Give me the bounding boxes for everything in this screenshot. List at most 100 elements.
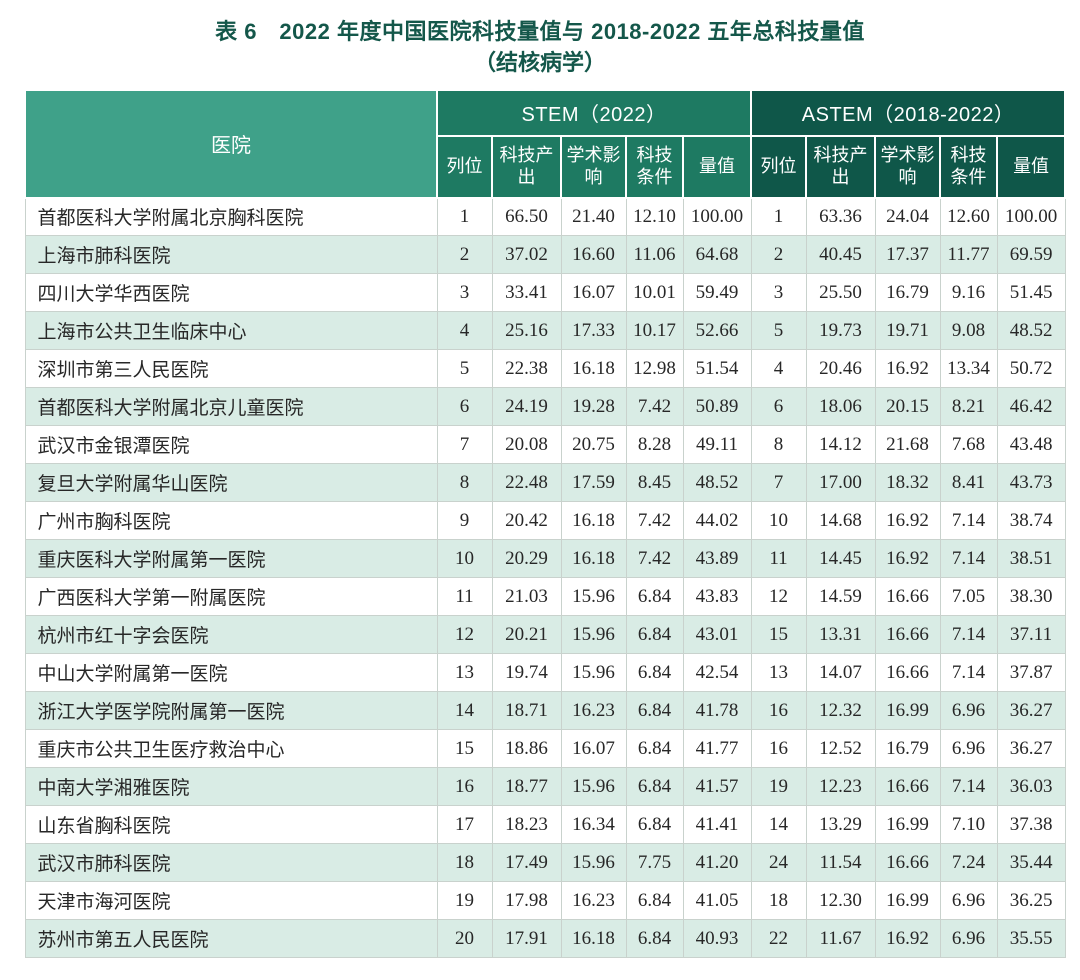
astem-condition: 7.14 [939, 539, 998, 579]
column-header-stem-output: 科技产出 [491, 134, 562, 199]
astem-rank: 4 [750, 349, 807, 389]
stem-value: 41.20 [682, 843, 752, 883]
astem-condition: 7.14 [939, 501, 998, 541]
column-header-astem-condition: 科技条件 [939, 134, 999, 199]
hospital-name: 中山大学附属第一医院 [24, 653, 438, 693]
stem-rank: 14 [436, 691, 493, 731]
astem-impact: 21.68 [874, 425, 941, 465]
stem-rank: 16 [436, 767, 493, 807]
astem-impact: 17.37 [874, 235, 941, 275]
astem-rank: 8 [750, 425, 807, 465]
astem-value: 36.27 [996, 691, 1066, 731]
stem-impact: 16.23 [560, 881, 627, 921]
stem-impact: 17.33 [560, 311, 627, 351]
astem-rank: 1 [750, 197, 807, 237]
astem-value: 37.11 [996, 615, 1066, 655]
table-row: 广州市胸科医院 9 20.42 16.18 7.42 44.02 10 14.6… [24, 501, 1066, 541]
astem-value: 36.25 [996, 881, 1066, 921]
astem-value: 51.45 [996, 273, 1066, 313]
stem-value: 50.89 [682, 387, 752, 427]
astem-value: 37.38 [996, 805, 1066, 845]
stem-condition: 6.84 [625, 805, 684, 845]
stem-output: 33.41 [491, 273, 562, 313]
astem-condition: 6.96 [939, 691, 998, 731]
astem-value: 35.55 [996, 919, 1066, 959]
stem-condition: 12.98 [625, 349, 684, 389]
stem-output: 20.08 [491, 425, 562, 465]
astem-value: 35.44 [996, 843, 1066, 883]
astem-output: 14.68 [805, 501, 876, 541]
stem-rank: 13 [436, 653, 493, 693]
astem-impact: 16.92 [874, 919, 941, 959]
stem-output: 17.98 [491, 881, 562, 921]
stem-output: 20.29 [491, 539, 562, 579]
hospital-name: 武汉市肺科医院 [24, 843, 438, 883]
stem-rank: 20 [436, 919, 493, 959]
table-header: 医院 STEM（2022） ASTEM（2018-2022） 列位 科技产出 学… [24, 88, 1067, 199]
column-group-stem-2022: STEM（2022） [435, 88, 753, 137]
stem-rank: 9 [436, 501, 493, 541]
stem-rank: 1 [436, 197, 493, 237]
astem-output: 12.23 [805, 767, 876, 807]
astem-output: 25.50 [805, 273, 876, 313]
astem-value: 38.30 [996, 577, 1066, 617]
astem-rank: 14 [750, 805, 807, 845]
hospital-name: 上海市公共卫生临床中心 [24, 311, 438, 351]
stem-output: 66.50 [491, 197, 562, 237]
astem-impact: 16.92 [874, 349, 941, 389]
astem-impact: 20.15 [874, 387, 941, 427]
stem-condition: 7.42 [625, 387, 684, 427]
astem-impact: 16.92 [874, 539, 941, 579]
table-row: 首都医科大学附属北京胸科医院 1 66.50 21.40 12.10 100.0… [24, 197, 1066, 237]
stem-value: 41.05 [682, 881, 752, 921]
stem-condition: 12.10 [625, 197, 684, 237]
astem-output: 14.12 [805, 425, 876, 465]
stem-condition: 6.84 [625, 881, 684, 921]
hospital-name: 浙江大学医学院附属第一医院 [24, 691, 438, 731]
astem-output: 11.67 [805, 919, 876, 959]
astem-value: 50.72 [996, 349, 1066, 389]
stem-rank: 11 [436, 577, 493, 617]
astem-condition: 7.05 [939, 577, 998, 617]
astem-rank: 7 [750, 463, 807, 503]
astem-rank: 13 [750, 653, 807, 693]
astem-rank: 6 [750, 387, 807, 427]
astem-rank: 5 [750, 311, 807, 351]
table-row: 武汉市肺科医院 18 17.49 15.96 7.75 41.20 24 11.… [24, 843, 1066, 883]
stem-impact: 15.96 [560, 615, 627, 655]
stem-condition: 8.45 [625, 463, 684, 503]
astem-output: 14.45 [805, 539, 876, 579]
astem-impact: 24.04 [874, 197, 941, 237]
stem-output: 22.38 [491, 349, 562, 389]
astem-rank: 18 [750, 881, 807, 921]
astem-output: 12.52 [805, 729, 876, 769]
astem-impact: 19.71 [874, 311, 941, 351]
stem-output: 25.16 [491, 311, 562, 351]
column-header-astem-rank: 列位 [750, 134, 808, 199]
stem-condition: 7.42 [625, 501, 684, 541]
astem-output: 20.46 [805, 349, 876, 389]
stem-condition: 10.17 [625, 311, 684, 351]
stem-value: 43.89 [682, 539, 752, 579]
astem-condition: 8.21 [939, 387, 998, 427]
stem-rank: 2 [436, 235, 493, 275]
hospital-name: 山东省胸科医院 [24, 805, 438, 845]
stem-condition: 7.42 [625, 539, 684, 579]
stem-output: 19.74 [491, 653, 562, 693]
astem-condition: 7.68 [939, 425, 998, 465]
stem-impact: 16.07 [560, 729, 627, 769]
astem-rank: 3 [750, 273, 807, 313]
table-subtitle: （结核病学） [473, 49, 606, 75]
stem-impact: 15.96 [560, 577, 627, 617]
column-header-astem-output: 科技产出 [805, 134, 877, 199]
stem-impact: 15.96 [560, 767, 627, 807]
astem-output: 13.29 [805, 805, 876, 845]
hospital-name: 中南大学湘雅医院 [24, 767, 438, 807]
stem-impact: 16.23 [560, 691, 627, 731]
astem-output: 14.59 [805, 577, 876, 617]
stem-condition: 11.06 [625, 235, 684, 275]
stem-output: 18.71 [491, 691, 562, 731]
hospital-name: 上海市肺科医院 [24, 235, 438, 275]
astem-output: 12.30 [805, 881, 876, 921]
column-header-stem-value: 量值 [681, 134, 753, 199]
